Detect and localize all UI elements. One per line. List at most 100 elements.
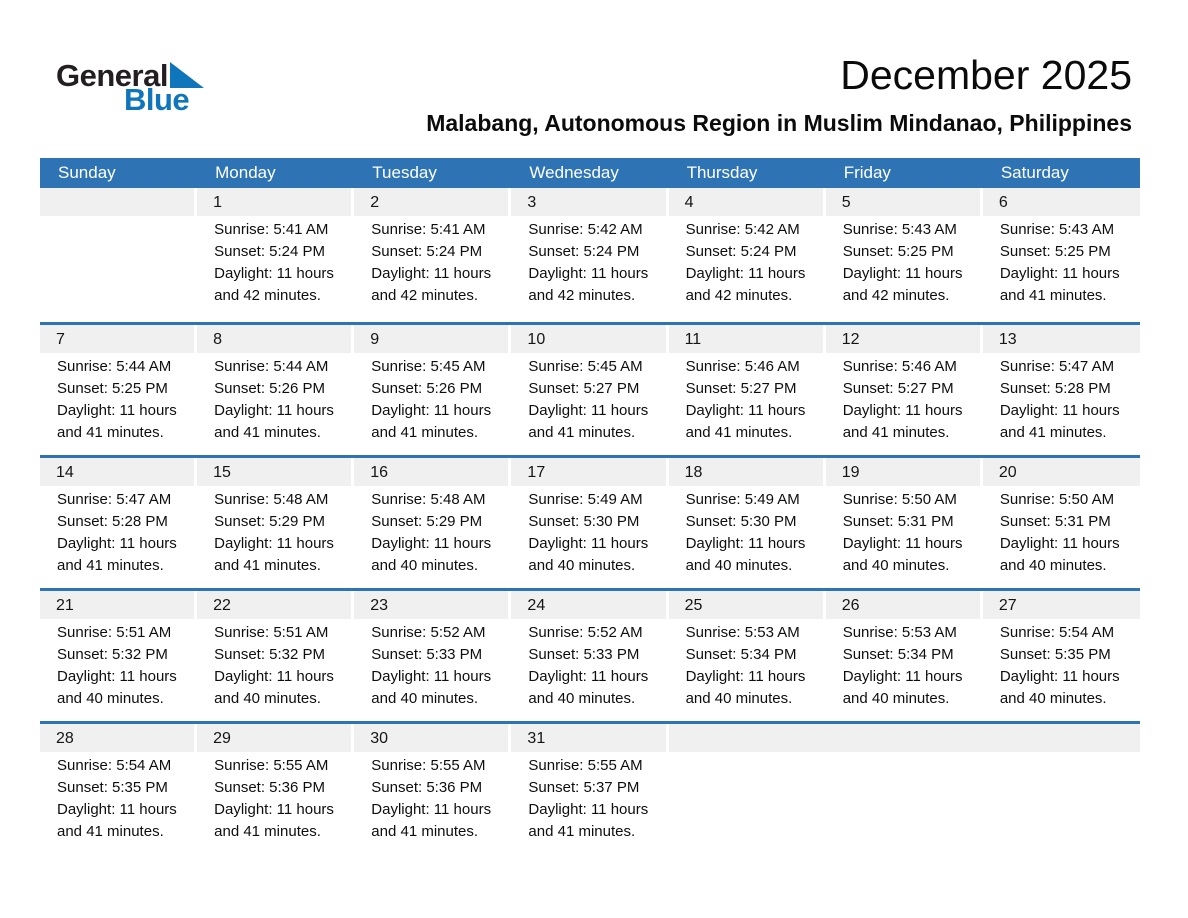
daylight-hours-text: Daylight: 11 hours: [371, 668, 492, 685]
day-info: Sunrise: 5:54 AM Sunset: 5:35 PM Daylight:…: [40, 755, 197, 843]
calendar-table: Sunday Monday Tuesday Wednesday Thursday…: [40, 158, 1140, 854]
day-cell-7: 7 Sunrise: 5:44 AM Sunset: 5:25 PM Daylight…: [40, 325, 197, 455]
sunrise-text: Sunrise: 5:50 AM: [999, 491, 1115, 508]
date-band: 29: [197, 724, 352, 752]
day-cell-1: 1 Sunrise: 5:41 AM Sunset: 5:24 PM Daylight…: [197, 188, 354, 322]
sunset-text: Sunset: 5:36 PM: [214, 779, 326, 796]
daylight-hours-text: Daylight: 11 hours: [371, 402, 492, 419]
week-row-5: 28 Sunrise: 5:54 AM Sunset: 5:35 PM Dayligh…: [40, 721, 1140, 854]
date-number: 30: [370, 730, 389, 747]
sunset-text: Sunset: 5:28 PM: [999, 380, 1111, 397]
general-blue-logo: General Blue: [56, 60, 204, 115]
sunrise-text: Sunrise: 5:47 AM: [57, 491, 172, 508]
week-row-1: 1 Sunrise: 5:41 AM Sunset: 5:24 PM Daylight…: [40, 188, 1140, 322]
daylight-hours-text: Daylight: 11 hours: [685, 535, 806, 552]
day-cell-14: 14 Sunrise: 5:47 AM Sunset: 5:28 PM Dayligh…: [40, 458, 197, 588]
date-band: 11: [668, 325, 823, 353]
day-cell-19: 19 Sunrise: 5:50 AM Sunset: 5:31 PM Dayligh…: [825, 458, 983, 588]
sunrise-text: Sunrise: 5:48 AM: [371, 491, 486, 508]
sunrise-text: Sunrise: 5:43 AM: [842, 221, 957, 238]
daylight-minutes-text: and 40 minutes.: [999, 690, 1107, 707]
sunset-text: Sunset: 5:28 PM: [57, 513, 168, 530]
day-cell-31: 31 Sunrise: 5:55 AM Sunset: 5:37 PM Dayligh…: [511, 724, 668, 854]
daylight-hours-text: Daylight: 11 hours: [999, 535, 1120, 552]
date-number: 7: [56, 331, 65, 348]
week-row-3: 14 Sunrise: 5:47 AM Sunset: 5:28 PM Dayligh…: [40, 455, 1140, 588]
day-cell-10: 10 Sunrise: 5:45 AM Sunset: 5:27 PM Dayligh…: [511, 325, 668, 455]
logo-text-general: General: [56, 58, 168, 93]
date-number: 2: [370, 194, 380, 211]
date-number: 14: [56, 464, 74, 481]
date-number: 22: [213, 597, 231, 614]
sunrise-text: Sunrise: 5:42 AM: [685, 221, 800, 238]
daylight-minutes-text: and 41 minutes.: [685, 424, 793, 441]
sunrise-text: Sunrise: 5:55 AM: [214, 757, 329, 774]
daylight-minutes-text: and 40 minutes.: [685, 690, 793, 707]
date-band: 17: [511, 458, 666, 486]
date-band: 6: [982, 188, 1140, 216]
daylight-hours-text: Daylight: 11 hours: [685, 402, 806, 419]
day-cell-26: 26 Sunrise: 5:53 AM Sunset: 5:34 PM Dayligh…: [825, 591, 983, 721]
day-cell-16: 16 Sunrise: 5:48 AM Sunset: 5:29 PM Dayligh…: [354, 458, 511, 588]
daylight-minutes-text: and 40 minutes.: [371, 557, 479, 574]
title-block: December 2025 Malabang, Autonomous Regio…: [426, 52, 1132, 137]
sunset-text: Sunset: 5:24 PM: [214, 243, 326, 260]
month-title: December 2025: [840, 52, 1132, 98]
day-info: Sunrise: 5:51 AM Sunset: 5:32 PM Daylight:…: [40, 622, 197, 710]
daylight-minutes-text: and 41 minutes.: [842, 424, 950, 441]
date-number: 3: [527, 194, 537, 211]
date-band: 2: [354, 188, 509, 216]
date-band: 31: [511, 724, 666, 752]
date-band: 25: [668, 591, 823, 619]
date-band: 22: [197, 591, 352, 619]
day-cell-6: 6 Sunrise: 5:43 AM Sunset: 5:25 PM Daylight…: [982, 188, 1140, 322]
day-info: Sunrise: 5:47 AM Sunset: 5:28 PM Daylight:…: [983, 356, 1140, 444]
sunset-text: Sunset: 5:30 PM: [685, 513, 797, 530]
daylight-minutes-text: and 41 minutes.: [57, 823, 164, 840]
daylight-hours-text: Daylight: 11 hours: [214, 265, 334, 282]
logo-triangle-icon: [169, 62, 204, 88]
day-header-friday: Friday: [843, 163, 891, 182]
sunrise-text: Sunrise: 5:44 AM: [214, 358, 329, 375]
day-header-sunday: Sunday: [58, 163, 116, 182]
sunrise-text: Sunrise: 5:54 AM: [57, 757, 172, 774]
daylight-minutes-text: and 41 minutes.: [214, 823, 321, 840]
daylight-minutes-text: and 42 minutes.: [685, 287, 793, 304]
day-info: Sunrise: 5:46 AM Sunset: 5:27 PM Daylight:…: [826, 356, 983, 444]
date-number: 29: [213, 730, 231, 747]
date-band: 1: [197, 188, 352, 216]
date-number: 17: [527, 464, 546, 481]
date-number: 23: [370, 597, 389, 614]
day-cell-29: 29 Sunrise: 5:55 AM Sunset: 5:36 PM Dayligh…: [197, 724, 354, 854]
daylight-hours-text: Daylight: 11 hours: [214, 402, 334, 419]
date-number: 19: [841, 464, 860, 481]
day-cell-3: 3 Sunrise: 5:42 AM Sunset: 5:24 PM Daylight…: [511, 188, 668, 322]
daylight-hours-text: Daylight: 11 hours: [57, 402, 177, 419]
daylight-minutes-text: and 41 minutes.: [528, 424, 636, 441]
sunset-text: Sunset: 5:31 PM: [842, 513, 954, 530]
sunrise-text: Sunrise: 5:49 AM: [528, 491, 643, 508]
date-band: 9: [354, 325, 509, 353]
sunset-text: Sunset: 5:27 PM: [685, 380, 797, 397]
sunrise-text: Sunrise: 5:45 AM: [528, 358, 643, 375]
day-info: Sunrise: 5:52 AM Sunset: 5:33 PM Daylight:…: [511, 622, 668, 710]
daylight-hours-text: Daylight: 11 hours: [842, 535, 963, 552]
date-band: 14: [40, 458, 195, 486]
daylight-hours-text: Daylight: 11 hours: [685, 668, 806, 685]
day-info: Sunrise: 5:42 AM Sunset: 5:24 PM Daylight:…: [669, 219, 826, 307]
location-subtitle: Malabang, Autonomous Region in Muslim Mi…: [426, 110, 1132, 136]
sunset-text: Sunset: 5:24 PM: [685, 243, 797, 260]
daylight-minutes-text: and 41 minutes.: [57, 424, 164, 441]
daylight-hours-text: Daylight: 11 hours: [57, 668, 177, 685]
day-cell-22: 22 Sunrise: 5:51 AM Sunset: 5:32 PM Dayligh…: [197, 591, 354, 721]
date-number: 6: [998, 194, 1008, 211]
date-band: 5: [825, 188, 980, 216]
date-band: 15: [197, 458, 352, 486]
day-info: Sunrise: 5:49 AM Sunset: 5:30 PM Daylight:…: [669, 489, 826, 577]
date-number: 8: [213, 331, 223, 348]
day-info: Sunrise: 5:43 AM Sunset: 5:25 PM Daylight:…: [826, 219, 983, 307]
sunset-text: Sunset: 5:25 PM: [842, 243, 954, 260]
daylight-hours-text: Daylight: 11 hours: [685, 265, 806, 282]
daylight-minutes-text: and 40 minutes.: [528, 557, 636, 574]
sunrise-text: Sunrise: 5:50 AM: [842, 491, 957, 508]
